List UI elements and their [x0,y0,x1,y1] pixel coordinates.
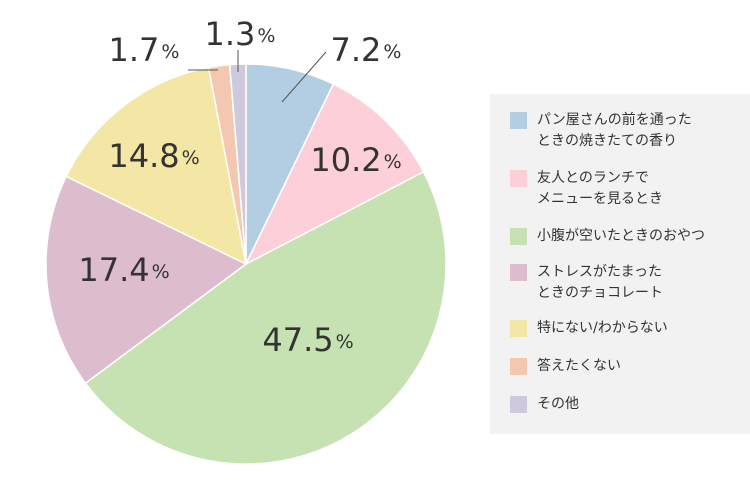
legend-label: 答えたくない [537,358,621,374]
legend-label: 特にない/わからない [537,320,668,336]
data-label-5: 14.8% [108,137,199,175]
legend-item-7: その他 [510,394,740,415]
legend-label: パン屋さんの前を通った ときの焼きたての香り [537,112,692,149]
legend-swatch [510,264,527,281]
legend-item-6: 答えたくない [510,356,740,377]
legend-swatch [510,170,527,187]
legend-label: その他 [537,396,579,412]
legend-item-1: パン屋さんの前を通った ときの焼きたての香り [510,110,740,152]
legend-swatch [510,228,527,245]
legend-item-2: 友人とのランチで メニューを見るとき [510,168,740,210]
pie-slice-3 [84,170,447,465]
data-label-3: 47.5% [262,321,353,359]
legend-item-5: 特にない/わからない [510,318,740,339]
legend-swatch [510,112,527,129]
legend: パン屋さんの前を通った ときの焼きたての香り 友人とのランチで メニューを見るとき… [490,94,750,434]
data-label-2: 10.2% [310,141,401,179]
legend-label: 小腹が空いたときのおやつ [537,228,705,244]
legend-swatch [510,320,527,337]
data-label-1: 7.2% [331,31,402,69]
leader-line-1 [281,51,327,103]
legend-label: 友人とのランチで メニューを見るとき [537,170,663,207]
data-label-6: 1.7% [109,31,180,69]
legend-item-3: 小腹が空いたときのおやつ [510,226,740,247]
pie-slice-2 [244,83,425,266]
legend-swatch [510,358,527,375]
pie-slice-4 [45,175,248,385]
pie-slice-5 [65,66,248,266]
legend-label: ストレスがたまった ときのチョコレート [537,264,663,301]
legend-item-4: ストレスがたまった ときのチョコレート [510,262,740,304]
data-label-4: 17.4% [78,251,169,289]
data-label-7: 1.3% [205,15,276,53]
legend-swatch [510,396,527,413]
